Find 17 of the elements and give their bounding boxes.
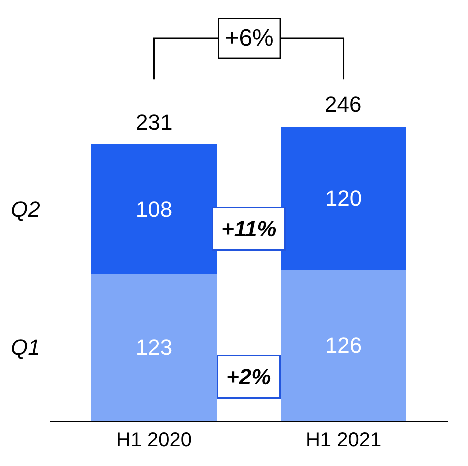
text: Q2 [11, 197, 40, 222]
total-label: 231 [136, 110, 173, 135]
text: +6% [225, 25, 274, 52]
data-label: 108 [136, 196, 173, 222]
bar [92, 274, 217, 421]
data-label: 126 [325, 333, 362, 358]
bar [92, 144, 217, 274]
bar [281, 270, 406, 421]
x-tick-label: H1 2021 [306, 430, 382, 452]
data-label: 120 [325, 186, 362, 212]
annotation: +2% [226, 364, 272, 390]
data-label: 123 [136, 334, 173, 360]
x-tick-label: H1 2020 [116, 430, 192, 452]
text: Q1 [11, 335, 40, 360]
annotation: +11% [222, 216, 277, 242]
bar [281, 126, 406, 270]
total-label: 246 [325, 92, 362, 117]
